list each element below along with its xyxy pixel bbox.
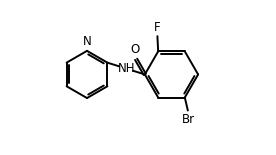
Text: NH: NH xyxy=(117,62,135,75)
Text: F: F xyxy=(154,21,161,34)
Text: Br: Br xyxy=(182,113,195,126)
Text: N: N xyxy=(83,35,91,48)
Text: O: O xyxy=(130,43,139,56)
